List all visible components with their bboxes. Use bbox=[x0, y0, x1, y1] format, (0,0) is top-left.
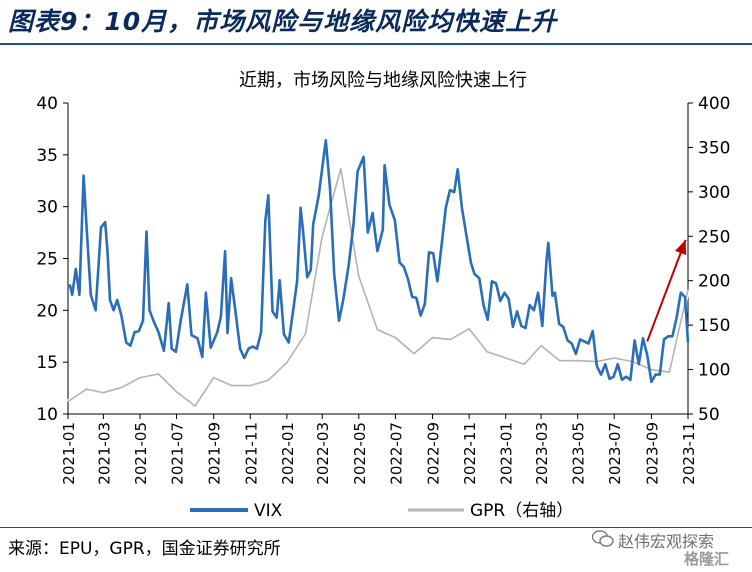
axes: 10 15 20 25 30 35 40 50 100 150 200 250 300 350 400 202… bbox=[36, 94, 730, 485]
x-tick-label: 2021-09 bbox=[206, 422, 224, 485]
x-tick-label: 2023-11 bbox=[680, 422, 698, 485]
x-tick-label: 2022-11 bbox=[461, 422, 479, 485]
y-right-tick-label: 300 bbox=[698, 183, 730, 203]
y-right-tick-label: 250 bbox=[698, 227, 730, 247]
x-tick-label: 2021-11 bbox=[242, 422, 260, 485]
title-rule bbox=[0, 43, 752, 45]
trend-arrow-head bbox=[675, 239, 687, 256]
y-right-tick-label: 350 bbox=[698, 138, 730, 158]
x-tick-label: 2023-01 bbox=[498, 422, 516, 485]
legend-gpr-label: GPR（右轴） bbox=[470, 501, 573, 521]
x-tick-label: 2022-09 bbox=[425, 422, 443, 485]
series-layer bbox=[66, 139, 690, 408]
watermark-text: 赵伟宏观探索 bbox=[618, 532, 715, 551]
gpr-line-halo bbox=[66, 166, 690, 408]
x-tick-label: 2021-07 bbox=[169, 422, 187, 485]
y-left-tick-label: 30 bbox=[36, 198, 58, 218]
y-left-tick-label: 35 bbox=[36, 146, 58, 166]
source-note: 来源：EPU，GPR，国金证券研究所 bbox=[8, 539, 281, 559]
chart-title: 近期，市场风险与地缘风险快速上行 bbox=[239, 70, 527, 91]
wechat-icon bbox=[592, 530, 614, 547]
figure-title: 图表9：10月，市场风险与地缘风险均快速上升 bbox=[8, 7, 558, 36]
y-right-tick-label: 50 bbox=[698, 405, 720, 425]
y-left-tick-label: 15 bbox=[36, 353, 58, 373]
gpr-line bbox=[67, 168, 689, 407]
y-left-tick-label: 20 bbox=[36, 301, 58, 321]
annotation-layer bbox=[646, 239, 687, 342]
x-tick-label: 2022-07 bbox=[387, 422, 405, 485]
x-tick-label: 2021-05 bbox=[132, 422, 150, 485]
x-tick-label: 2023-03 bbox=[533, 422, 551, 485]
x-tick-label: 2021-03 bbox=[95, 422, 113, 485]
x-tick-label: 2022-03 bbox=[314, 422, 332, 485]
x-tick-label: 2021-01 bbox=[60, 422, 78, 485]
legend-vix-label: VIX bbox=[254, 501, 283, 521]
x-tick-label: 2022-01 bbox=[279, 422, 297, 485]
y-right-tick-label: 400 bbox=[698, 94, 730, 114]
vix-line bbox=[68, 139, 690, 384]
watermark-brand: 格隆汇 bbox=[684, 550, 730, 568]
y-right-tick-label: 150 bbox=[698, 316, 730, 336]
y-left-tick-label: 10 bbox=[36, 405, 58, 425]
x-tick-label: 2023-07 bbox=[606, 422, 624, 485]
chart: 近期，市场风险与地缘风险快速上行 10 15 20 25 30 35 40 50 100 150 2… bbox=[36, 70, 730, 521]
x-tick-label: 2023-05 bbox=[570, 422, 588, 485]
x-tick-label: 2023-09 bbox=[643, 422, 661, 485]
x-tick-label: 2022-05 bbox=[351, 422, 369, 485]
y-left-tick-label: 25 bbox=[36, 250, 58, 270]
watermark: 赵伟宏观探索 格隆汇 bbox=[592, 527, 750, 569]
y-left-tick-label: 40 bbox=[36, 94, 58, 114]
footer-rule bbox=[0, 527, 752, 528]
y-right-tick-label: 200 bbox=[698, 272, 730, 292]
trend-arrow-shaft bbox=[646, 239, 687, 342]
legend: VIX GPR（右轴） bbox=[190, 501, 573, 521]
y-right-tick-label: 100 bbox=[698, 361, 730, 381]
